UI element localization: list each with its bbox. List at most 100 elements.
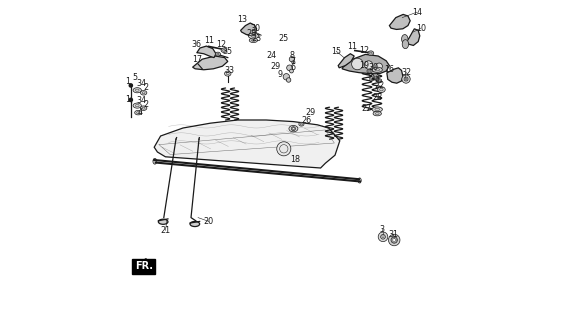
Ellipse shape: [393, 239, 395, 242]
Circle shape: [376, 63, 382, 69]
Text: 4: 4: [137, 108, 142, 117]
Text: 9: 9: [277, 70, 282, 79]
Circle shape: [129, 84, 133, 87]
Circle shape: [364, 61, 373, 69]
Ellipse shape: [141, 91, 147, 95]
Polygon shape: [197, 46, 216, 58]
Ellipse shape: [377, 79, 382, 83]
Ellipse shape: [370, 52, 372, 54]
Ellipse shape: [372, 67, 382, 72]
Ellipse shape: [381, 235, 385, 239]
Text: 2: 2: [143, 100, 148, 109]
Text: 14: 14: [412, 8, 422, 17]
Circle shape: [286, 65, 292, 71]
Ellipse shape: [375, 113, 379, 115]
Circle shape: [277, 142, 291, 156]
Ellipse shape: [402, 40, 409, 49]
Ellipse shape: [373, 111, 381, 116]
Polygon shape: [241, 23, 257, 35]
Ellipse shape: [375, 68, 379, 71]
Text: 5: 5: [132, 73, 137, 82]
Text: 3: 3: [380, 225, 385, 234]
Ellipse shape: [378, 232, 388, 242]
Ellipse shape: [389, 234, 400, 246]
Ellipse shape: [223, 49, 225, 51]
Text: 30: 30: [369, 63, 378, 72]
Polygon shape: [338, 54, 354, 68]
Polygon shape: [407, 29, 420, 45]
Text: 28: 28: [372, 93, 382, 102]
Text: 25: 25: [278, 34, 289, 43]
Text: 23: 23: [251, 34, 261, 43]
Ellipse shape: [153, 158, 157, 164]
Text: 20: 20: [204, 217, 214, 226]
Ellipse shape: [372, 107, 382, 112]
Ellipse shape: [299, 122, 304, 126]
Text: 12: 12: [359, 46, 369, 55]
Text: 33: 33: [224, 66, 234, 75]
Text: 11: 11: [347, 42, 357, 51]
Text: 18: 18: [290, 155, 300, 164]
Polygon shape: [342, 54, 389, 74]
Ellipse shape: [292, 127, 296, 130]
Ellipse shape: [375, 108, 379, 111]
Ellipse shape: [381, 235, 385, 239]
Ellipse shape: [190, 221, 200, 227]
Polygon shape: [154, 120, 340, 168]
Text: 31: 31: [389, 230, 398, 239]
Ellipse shape: [402, 75, 410, 83]
Circle shape: [289, 69, 293, 73]
Text: 15: 15: [331, 47, 342, 56]
Ellipse shape: [378, 87, 385, 92]
Ellipse shape: [249, 38, 258, 43]
Text: 26: 26: [302, 116, 312, 124]
Ellipse shape: [251, 39, 255, 41]
Text: 7: 7: [290, 57, 295, 66]
Ellipse shape: [391, 237, 397, 243]
Circle shape: [292, 61, 295, 64]
Text: 17: 17: [192, 55, 202, 64]
Circle shape: [352, 58, 363, 70]
Text: 24: 24: [266, 51, 276, 60]
Ellipse shape: [300, 123, 302, 125]
Ellipse shape: [137, 112, 140, 114]
Ellipse shape: [378, 80, 381, 82]
Ellipse shape: [368, 51, 374, 55]
Text: 27: 27: [362, 104, 372, 113]
Text: 8: 8: [289, 51, 294, 60]
Ellipse shape: [402, 35, 408, 44]
Ellipse shape: [404, 77, 408, 81]
Ellipse shape: [135, 110, 142, 115]
Text: 29: 29: [271, 62, 281, 71]
Ellipse shape: [226, 72, 229, 75]
Ellipse shape: [135, 89, 139, 92]
Ellipse shape: [221, 48, 227, 52]
Text: 29: 29: [306, 108, 316, 116]
Text: 19: 19: [359, 61, 370, 70]
Ellipse shape: [133, 88, 141, 93]
Circle shape: [286, 78, 291, 82]
Circle shape: [289, 57, 294, 62]
Ellipse shape: [367, 69, 372, 73]
Ellipse shape: [372, 74, 378, 78]
Ellipse shape: [158, 219, 168, 224]
Ellipse shape: [251, 35, 255, 37]
Ellipse shape: [391, 237, 397, 243]
Circle shape: [280, 145, 288, 153]
Text: 1: 1: [126, 95, 130, 104]
Ellipse shape: [215, 52, 220, 56]
Ellipse shape: [293, 128, 294, 130]
Ellipse shape: [358, 178, 361, 183]
Ellipse shape: [224, 71, 231, 76]
Text: 12: 12: [216, 40, 227, 49]
Ellipse shape: [249, 33, 258, 39]
Ellipse shape: [141, 106, 147, 110]
Text: 11: 11: [204, 36, 214, 45]
Text: 35: 35: [222, 47, 232, 56]
Ellipse shape: [404, 77, 408, 81]
Polygon shape: [193, 56, 228, 70]
Ellipse shape: [289, 125, 298, 132]
Ellipse shape: [379, 88, 383, 91]
Text: 2: 2: [143, 83, 148, 92]
Ellipse shape: [142, 107, 145, 109]
